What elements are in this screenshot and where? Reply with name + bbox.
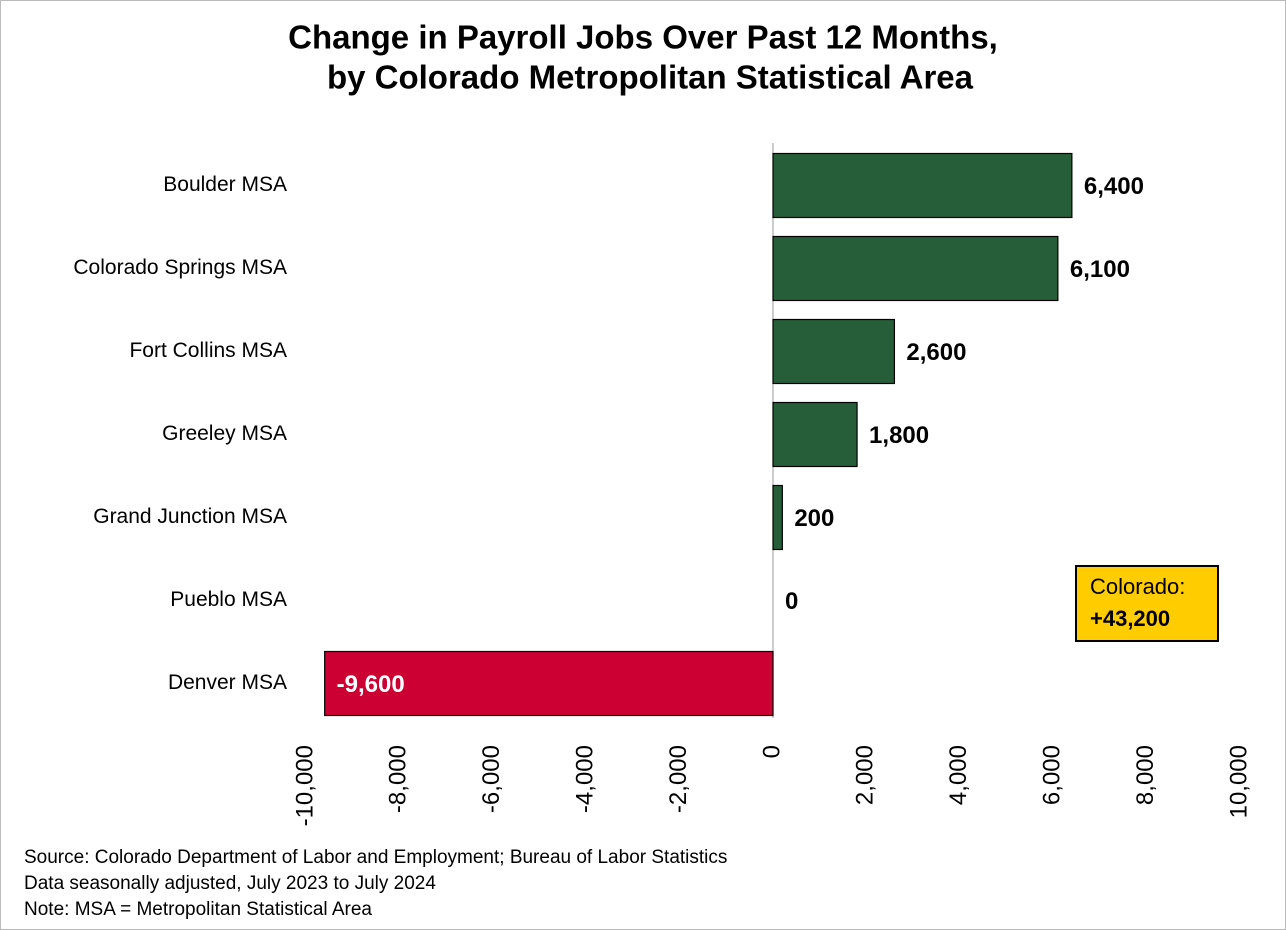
annotation: +43,200 bbox=[1090, 606, 1170, 631]
value-label: 6,100 bbox=[1070, 256, 1130, 283]
x-tick-label: -10,000 bbox=[291, 745, 318, 826]
value-label: 6,400 bbox=[1084, 173, 1144, 200]
x-tick-label: -6,000 bbox=[478, 745, 505, 813]
bar bbox=[772, 401, 858, 468]
y-tick-label: Fort Collins MSA bbox=[129, 339, 287, 362]
bar bbox=[772, 484, 783, 551]
bar bbox=[324, 650, 774, 717]
y-tick-label: Colorado Springs MSA bbox=[73, 256, 287, 279]
chart-title: by Colorado Metropolitan Statistical Are… bbox=[327, 59, 974, 96]
bar bbox=[772, 152, 1073, 219]
annotation: Colorado: bbox=[1090, 574, 1185, 599]
annotation-box bbox=[1075, 565, 1219, 642]
x-tick-label: 0 bbox=[758, 745, 785, 758]
value-label: 0 bbox=[785, 588, 798, 615]
x-tick-label: 6,000 bbox=[1039, 745, 1066, 805]
x-tick-label: 10,000 bbox=[1225, 745, 1252, 818]
value-label: 1,800 bbox=[869, 422, 929, 449]
chart-title: Change in Payroll Jobs Over Past 12 Mont… bbox=[288, 19, 998, 56]
value-label: 200 bbox=[794, 505, 834, 532]
note: Note: MSA = Metropolitan Statistical Are… bbox=[24, 899, 372, 920]
x-tick-label: 8,000 bbox=[1132, 745, 1159, 805]
note: Data seasonally adjusted, July 2023 to J… bbox=[24, 873, 436, 894]
x-tick-label: -4,000 bbox=[572, 745, 599, 813]
note: Source: Colorado Department of Labor and… bbox=[24, 847, 727, 868]
y-tick-label: Greeley MSA bbox=[162, 422, 287, 445]
y-tick-label: Denver MSA bbox=[168, 671, 287, 694]
x-tick-label: 4,000 bbox=[945, 745, 972, 805]
x-tick-label: -2,000 bbox=[665, 745, 692, 813]
value-label: -9,600 bbox=[337, 671, 405, 698]
y-tick-label: Pueblo MSA bbox=[170, 588, 287, 611]
value-label: 2,600 bbox=[906, 339, 966, 366]
y-tick-label: Boulder MSA bbox=[163, 173, 287, 196]
bar bbox=[772, 318, 896, 385]
x-tick-label: -8,000 bbox=[385, 745, 412, 813]
bar bbox=[772, 235, 1059, 302]
x-tick-label: 2,000 bbox=[852, 745, 879, 805]
y-tick-label: Grand Junction MSA bbox=[93, 505, 287, 528]
